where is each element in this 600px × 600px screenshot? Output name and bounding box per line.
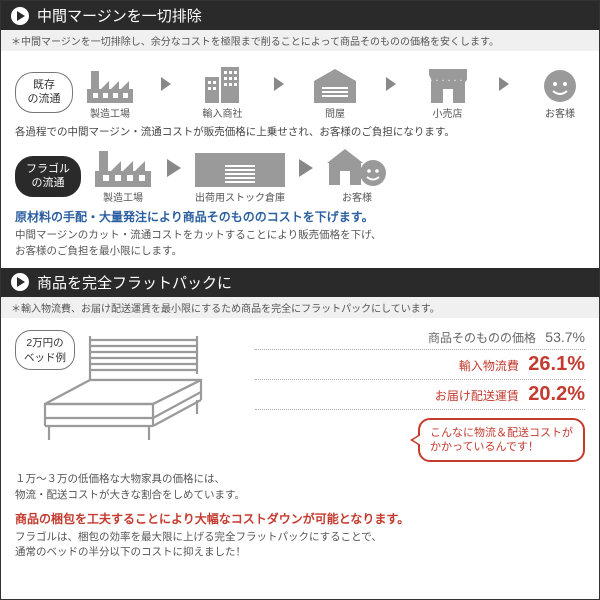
below1: １万～３万の低価格な大物家具の価格には、 bbox=[15, 472, 585, 488]
customer-item: お客様 bbox=[535, 65, 585, 120]
section1-body: 既存 の流通 製造工場 輸入商社 問屋 bbox=[1, 51, 599, 268]
tail2: 通常のベッドの半分以下のコストに抑えました！ bbox=[15, 545, 585, 561]
fragol-pill: フラゴル の流通 bbox=[15, 156, 81, 196]
factory2-item: 製造工場 bbox=[93, 149, 153, 204]
section2-body: 2万円の ベッド例 bbox=[1, 318, 599, 473]
section1-header: 中間マージンを一切排除 bbox=[1, 1, 599, 30]
arrow-icon bbox=[386, 77, 396, 91]
existing-chain: 製造工場 輸入商社 問屋 小売店 bbox=[85, 65, 585, 120]
customer2-item: お客様 bbox=[327, 149, 387, 204]
stat-row: 商品そのものの価格 53.7% bbox=[255, 326, 585, 350]
para1: 中間マージンのカット・流通コストをカットすることにより販売価格を下げ、 bbox=[15, 228, 585, 244]
factory-icon bbox=[93, 149, 153, 187]
retail-label: 小売店 bbox=[433, 105, 463, 120]
fragol-chain: 製造工場 出荷用ストック倉庫 お客様 bbox=[93, 149, 585, 204]
arrow-icon bbox=[11, 7, 29, 25]
arrow-icon bbox=[167, 159, 181, 177]
importer-label: 輸入商社 bbox=[203, 105, 243, 120]
customer-label: お客様 bbox=[545, 105, 575, 120]
stat-row: お届け配送運賃 20.2% bbox=[255, 380, 585, 410]
section1-title: 中間マージンを一切排除 bbox=[37, 5, 202, 26]
factory2-label: 製造工場 bbox=[103, 189, 143, 204]
customer2-label: お客様 bbox=[342, 189, 372, 204]
customer-icon bbox=[535, 65, 585, 103]
stat-label: 商品そのものの価格 bbox=[428, 331, 536, 345]
arrow-icon bbox=[274, 77, 284, 91]
bed-pill: 2万円の ベッド例 bbox=[15, 330, 75, 370]
arrow-icon bbox=[299, 159, 313, 177]
factory-label: 製造工場 bbox=[90, 105, 130, 120]
house-customer-icon bbox=[327, 149, 387, 187]
arrow-icon bbox=[11, 273, 29, 291]
row1-caption: 各過程での中間マージン・流通コストが販売価格に上乗せされ、お客様のご負担になりま… bbox=[15, 124, 585, 139]
warehouse-icon bbox=[195, 149, 285, 187]
warehouse-icon bbox=[310, 65, 360, 103]
stat-label: 輸入物流費 bbox=[459, 359, 519, 373]
section2-note: ＊輸入物流費、お届け配送運賃を最小限にするため商品を完全にフラットパックにしてい… bbox=[1, 297, 599, 318]
stock-item: 出荷用ストック倉庫 bbox=[195, 149, 285, 204]
existing-pill: 既存 の流通 bbox=[15, 72, 73, 112]
fragol-flow-row: フラゴル の流通 製造工場 出荷用ストック倉庫 お客様 bbox=[15, 149, 585, 204]
building-icon bbox=[198, 65, 248, 103]
below2: 物流・配送コストが大きな割合をしめています。 bbox=[15, 488, 585, 504]
factory-item: 製造工場 bbox=[85, 65, 135, 120]
arrow-icon bbox=[499, 77, 509, 91]
importer-item: 輸入商社 bbox=[198, 65, 248, 120]
arrow-icon bbox=[161, 77, 171, 91]
stat-pct: 53.7% bbox=[545, 329, 585, 345]
section1-note: ＊中間マージンを一切排除し、余分なコストを極限まで削ることによって商品そのものの… bbox=[1, 30, 599, 51]
existing-flow-row: 既存 の流通 製造工場 輸入商社 問屋 bbox=[15, 65, 585, 120]
para2: お客様のご負担を最小限にします。 bbox=[15, 244, 585, 260]
factory-icon bbox=[85, 65, 135, 103]
retail-item: 小売店 bbox=[423, 65, 473, 120]
bubble-wrap: こんなに物流＆配送コストが かかっているんです！ bbox=[255, 418, 585, 463]
stat-row: 輸入物流費 26.1% bbox=[255, 350, 585, 380]
section2-title: 商品を完全フラットパックに bbox=[37, 272, 232, 293]
cost-bubble: こんなに物流＆配送コストが かかっているんです！ bbox=[418, 418, 585, 463]
stat-pct: 20.2% bbox=[528, 383, 585, 405]
section2-header: 商品を完全フラットパックに bbox=[1, 268, 599, 297]
blue-headline: 原材料の手配・大量発注により商品そのもののコストを下げます。 bbox=[15, 208, 585, 225]
stat-label: お届け配送運賃 bbox=[435, 389, 519, 403]
stat-pct: 26.1% bbox=[528, 353, 585, 375]
stock-label: 出荷用ストック倉庫 bbox=[195, 189, 285, 204]
wholesaler-label: 問屋 bbox=[325, 105, 345, 120]
tail1: フラゴルは、梱包の効率を最大限に上げる完全フラットパックにすることで、 bbox=[15, 530, 585, 546]
section2-tail: １万～３万の低価格な大物家具の価格には、 物流・配送コストが大きな割合をしめてい… bbox=[1, 472, 599, 571]
red-headline: 商品の梱包を工夫することにより大幅なコストダウンが可能となります。 bbox=[15, 510, 585, 527]
bed-column: 2万円の ベッド例 bbox=[15, 326, 245, 463]
wholesaler-item: 問屋 bbox=[310, 65, 360, 120]
shop-icon bbox=[423, 65, 473, 103]
stats-column: 商品そのものの価格 53.7% 輸入物流費 26.1% お届け配送運賃 20.2… bbox=[245, 326, 585, 463]
